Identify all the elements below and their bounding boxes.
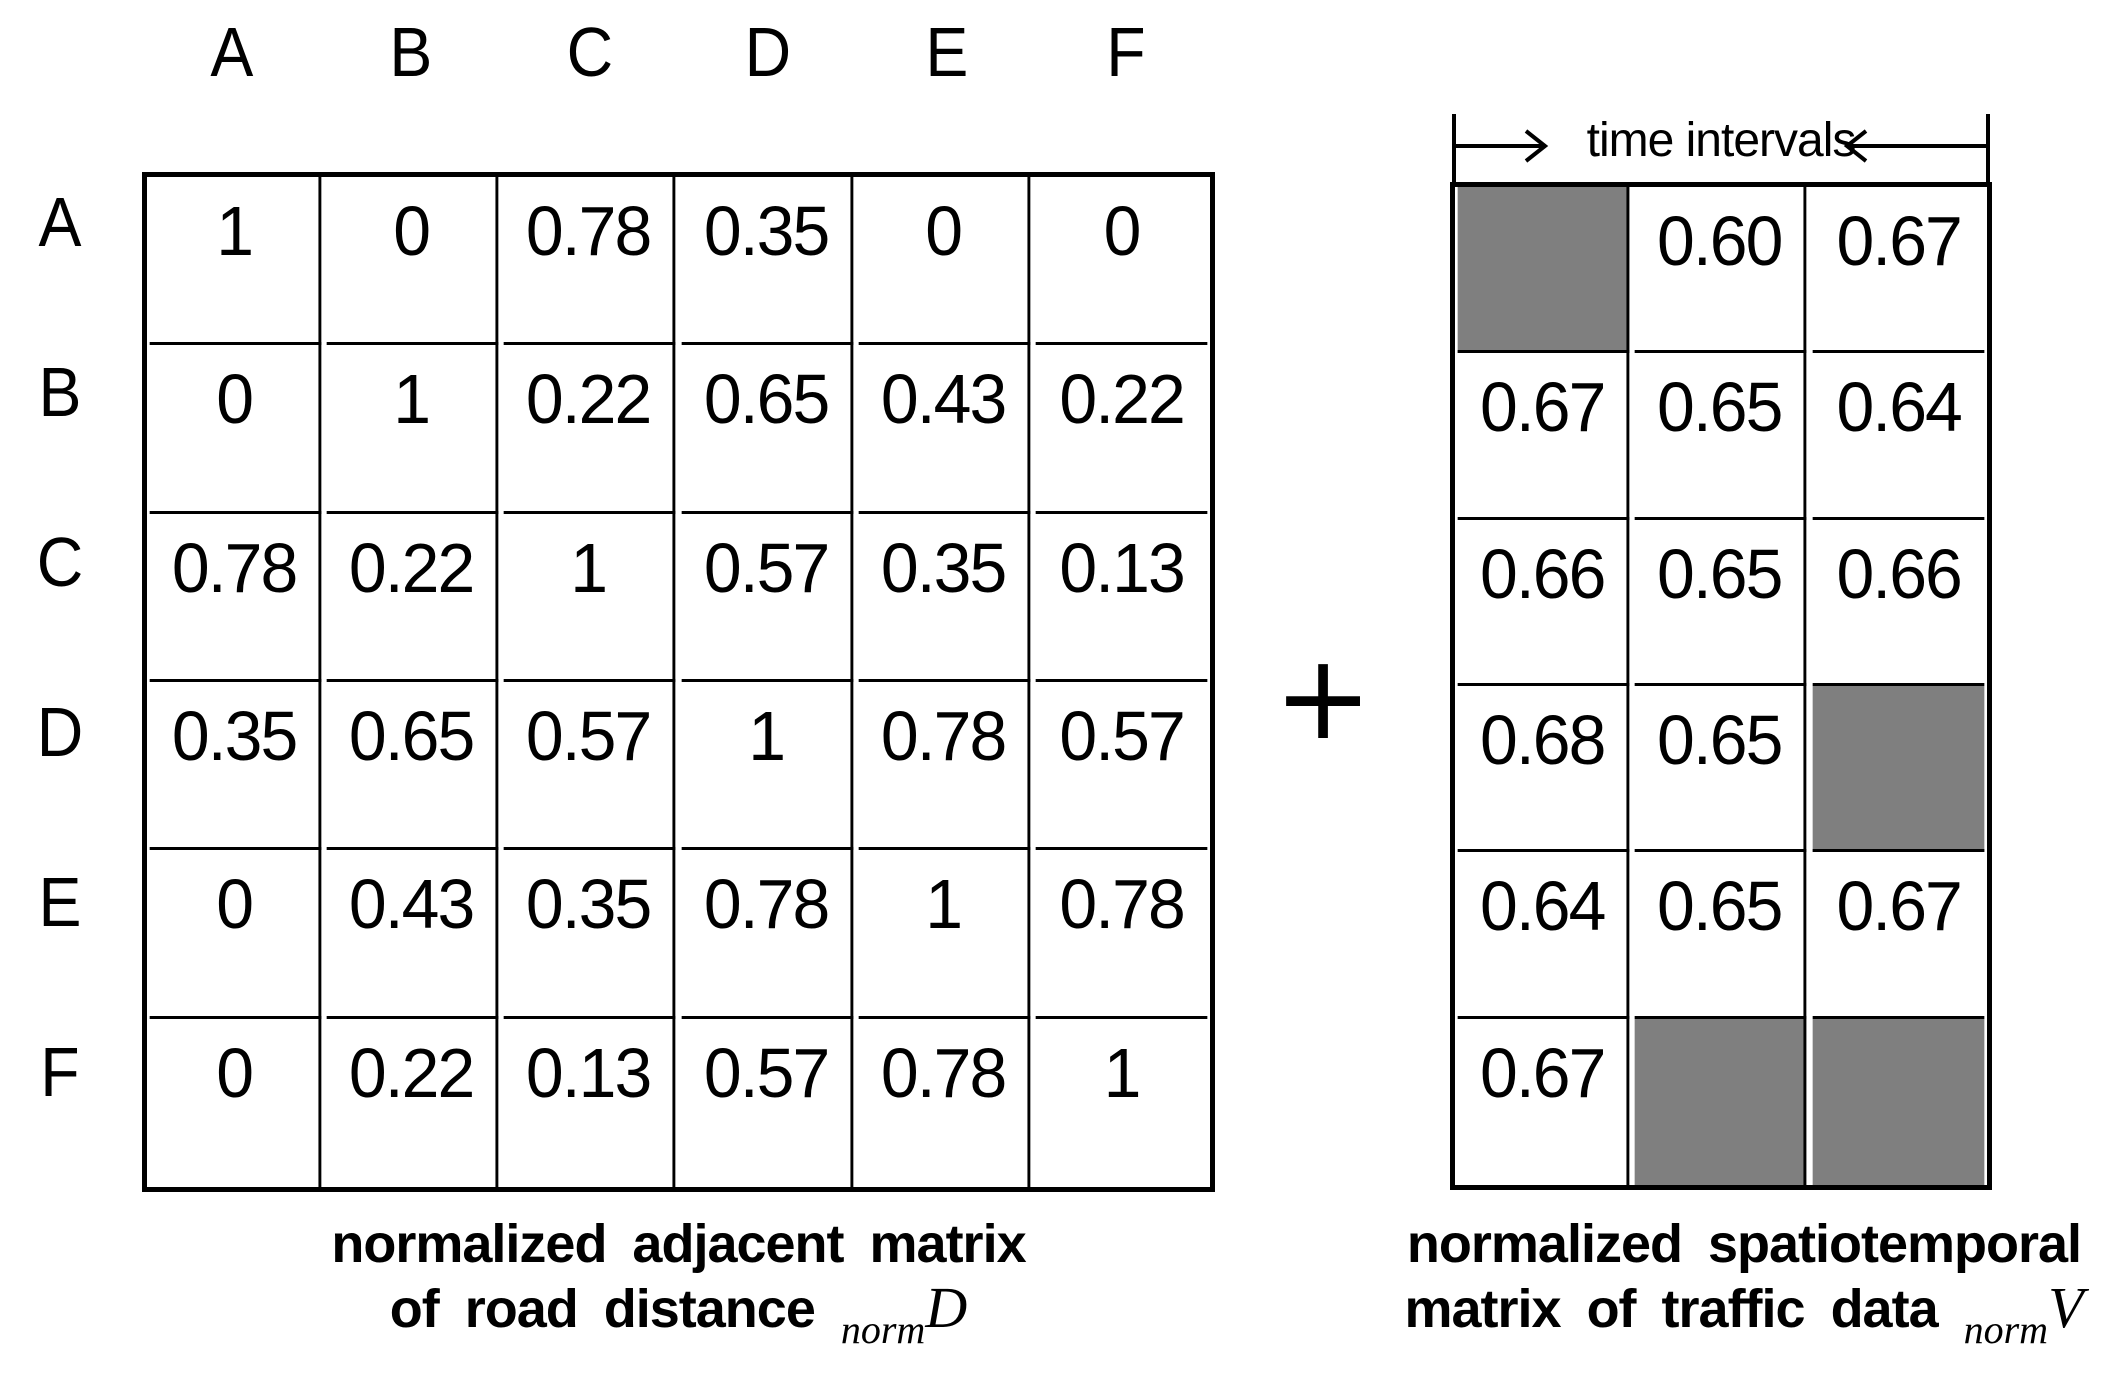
column-header-label: C	[566, 13, 613, 91]
matrix-cell: 0	[858, 177, 1031, 346]
matrix-cell: 0.57	[681, 513, 853, 682]
right-caption: normalized spatiotemporal matrix of traf…	[1382, 1212, 2106, 1353]
matrix-cell: 0.35	[858, 513, 1031, 682]
math-term: normV	[1964, 1276, 2084, 1353]
row-header-label: B	[38, 353, 81, 431]
matrix-cell: 0.13	[504, 1018, 676, 1187]
math-subscript: norm	[840, 1307, 926, 1352]
matrix-cell: 0.60	[1634, 187, 1807, 354]
matrix-cell: 0.35	[681, 177, 853, 346]
matrix-cell: 0.78	[1035, 850, 1208, 1019]
matrix-cell: 0.66	[1812, 520, 1985, 686]
caption-line: normalized spatiotemporal	[1406, 1214, 2082, 1274]
column-header-label: D	[745, 13, 792, 91]
masked-cell	[1812, 685, 1985, 853]
matrix-cell: 0.57	[681, 1018, 853, 1187]
matrix-cell: 0.43	[326, 850, 499, 1019]
matrix-cell: 0.65	[681, 345, 853, 514]
matrix-cell: 1	[503, 513, 676, 682]
matrix-cell: 0.67	[1457, 353, 1630, 520]
matrix-cell: 0.35	[149, 681, 322, 851]
math-variable: D	[925, 1275, 968, 1340]
matrix-cell: 0.67	[1812, 187, 1985, 354]
column-header-label: B	[389, 13, 432, 91]
matrix-cell: 0.65	[1634, 353, 1807, 520]
masked-cell	[1812, 1018, 1985, 1185]
matrix-cell: 0.67	[1812, 852, 1985, 1019]
plus-operator: +	[1273, 628, 1373, 766]
matrix-cell: 0.67	[1458, 1018, 1630, 1185]
matrix-cell: 0.78	[858, 1018, 1031, 1187]
matrix-cell: 0.78	[149, 513, 322, 682]
caption-line: of road distance normD	[389, 1275, 968, 1353]
column-header-label: A	[210, 13, 253, 91]
row-header-label: E	[38, 863, 81, 941]
matrix-cell: 0.13	[1035, 514, 1208, 682]
matrix-cell: 0.68	[1457, 685, 1630, 853]
row-header-label: C	[36, 523, 84, 601]
matrix-cell: 0.64	[1457, 852, 1630, 1019]
row-header-label: A	[38, 183, 81, 261]
left-caption: normalized adjacent matrix of road dista…	[142, 1212, 1215, 1353]
math-subscript: norm	[1963, 1307, 2049, 1352]
traffic-data-matrix: 0.60 0.67 0.67 0.65 0.64 0.66 0.65 0.66 0.68 0.65…	[1450, 182, 1992, 1190]
matrix-cell: 0.43	[858, 345, 1031, 514]
matrix-cell: 0.65	[1634, 852, 1807, 1019]
masked-cell	[1457, 187, 1630, 354]
time-intervals-header: time intervals	[1450, 110, 1992, 182]
row-headers: A B C D E F	[12, 172, 107, 1192]
matrix-cell: 0.57	[1035, 682, 1208, 851]
matrix-cell: 0.78	[681, 850, 853, 1019]
matrix-cell: 0	[326, 177, 499, 346]
matrix-cell: 0	[149, 345, 322, 514]
masked-cell	[1634, 1018, 1807, 1185]
matrix-cell: 0.78	[503, 177, 676, 346]
matrix-cell: 0	[149, 850, 322, 1019]
matrix-cell: 0.65	[326, 681, 499, 851]
matrix-cell: 0.22	[327, 1018, 499, 1187]
matrix-cell: 0.22	[503, 345, 676, 514]
caption-line: matrix of traffic data normV	[1404, 1275, 2084, 1353]
matrix-cell: 0.66	[1457, 519, 1630, 686]
matrix-cell: 0.65	[1634, 685, 1807, 853]
matrix-cell: 1	[149, 177, 322, 346]
math-term: normD	[841, 1276, 967, 1353]
matrix-cell: 0.35	[503, 850, 676, 1019]
matrix-cell: 1	[1103, 1033, 1141, 1112]
column-header-label: E	[925, 13, 969, 91]
row-header-label: D	[36, 693, 84, 771]
matrix-cell: 1	[681, 681, 853, 851]
matrix-cell: 1	[858, 850, 1031, 1019]
math-variable: V	[2048, 1275, 2084, 1340]
road-distance-matrix: 1 0 0.78 0.35 0 0 0 1 0.22 0.65 0.43 0.22 0.78 0.22 1 0…	[142, 172, 1215, 1192]
time-axis-arrows-icon	[1452, 114, 1990, 182]
matrix-cell: 0.65	[1634, 519, 1807, 686]
matrix-cell: 0	[1035, 177, 1208, 346]
matrix-cell: 1	[326, 345, 499, 514]
matrix-cell: 0.78	[858, 681, 1031, 851]
matrix-cell: 0.22	[326, 513, 499, 682]
matrix-cell: 0.64	[1812, 353, 1985, 520]
column-header-label: F	[1106, 13, 1145, 91]
row-header-label: F	[40, 1033, 79, 1111]
matrix-cell: 0.22	[1035, 345, 1208, 514]
caption-line: normalized adjacent matrix	[331, 1214, 1026, 1274]
time-intervals-label: time intervals	[1586, 114, 1857, 167]
matrix-cell: 0.57	[503, 681, 676, 851]
matrix-cell: 0	[150, 1018, 322, 1187]
column-headers: A B C D E F	[142, 12, 1215, 92]
